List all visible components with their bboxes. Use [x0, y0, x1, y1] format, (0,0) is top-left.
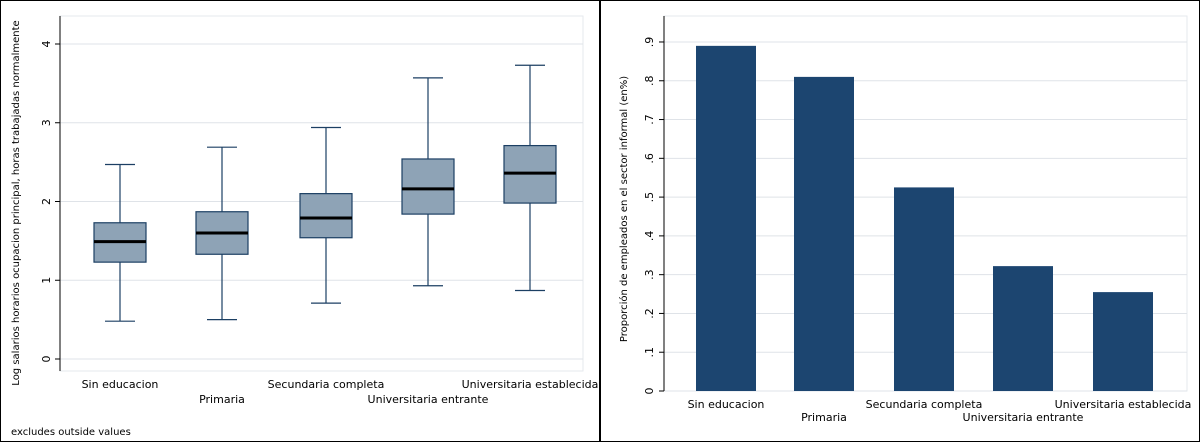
boxplot-y-tick-label: 4 [40, 41, 53, 48]
bar-panel: 0 .1 .2 .3 .4 .5 .6 .7 .8 .9 Sin educacion Primaria… [600, 0, 1200, 442]
boxplot-y-tick-label: 1 [40, 277, 53, 284]
boxplot-box [401, 158, 455, 215]
bar [794, 76, 854, 392]
bar-y-tick-label: .9 [643, 37, 656, 48]
boxplot-category-label: Sin educacion [82, 378, 159, 391]
bar-y-tick-label: 0 [643, 388, 656, 395]
bar-y-tick-label: .8 [643, 76, 656, 87]
bar-category-label: Universitaria entrante [963, 411, 1084, 424]
bar-y-tick-label: .3 [643, 269, 656, 280]
boxplot-box [299, 193, 353, 239]
bar-chart: 0 .1 .2 .3 .4 .5 .6 .7 .8 .9 Sin educacion Primaria… [618, 15, 1192, 424]
bar [696, 45, 756, 391]
bar-y-tick-label: .7 [643, 114, 656, 125]
bar-y-tick-label: .6 [643, 153, 656, 164]
boxplot-y-tick-label: 3 [40, 119, 53, 126]
boxplot-y-axis-label: Log salarios horarios ocupacion principa… [11, 20, 22, 385]
bar-category-label: Secundaria completa [866, 398, 983, 411]
bar-y-tick-label: .5 [643, 192, 656, 203]
boxplot-category-label: Secundaria completa [268, 378, 385, 391]
bar [1093, 292, 1153, 391]
bar-y-tick-label: .2 [643, 308, 656, 319]
bar [993, 266, 1053, 391]
boxplot-y-tick-label: 2 [40, 198, 53, 205]
bar-category-label: Universitaria establecida [1055, 398, 1192, 411]
boxplot-note: excludes outside values [11, 427, 131, 438]
bar [894, 187, 954, 391]
boxplot-y-tick-label: 0 [40, 356, 53, 363]
boxplot-category-label: Universitaria entrante [368, 393, 489, 406]
boxplot-category-label: Universitaria establecida [462, 378, 599, 391]
boxplot-category-label: Primaria [199, 393, 245, 406]
bar-y-tick-label: .4 [643, 231, 656, 242]
bar-y-tick-label: .1 [643, 347, 656, 358]
boxplot-chart: 0 1 2 3 4 Sin educacion Primaria Secundaria com… [11, 15, 599, 438]
bar-y-axis-label: Proporción de empleados en el sector inf… [618, 76, 630, 342]
bar-category-label: Primaria [801, 411, 847, 424]
boxplot-panel: 0 1 2 3 4 Sin educacion Primaria Secundaria com… [0, 0, 600, 442]
bar-category-label: Sin educacion [688, 398, 765, 411]
